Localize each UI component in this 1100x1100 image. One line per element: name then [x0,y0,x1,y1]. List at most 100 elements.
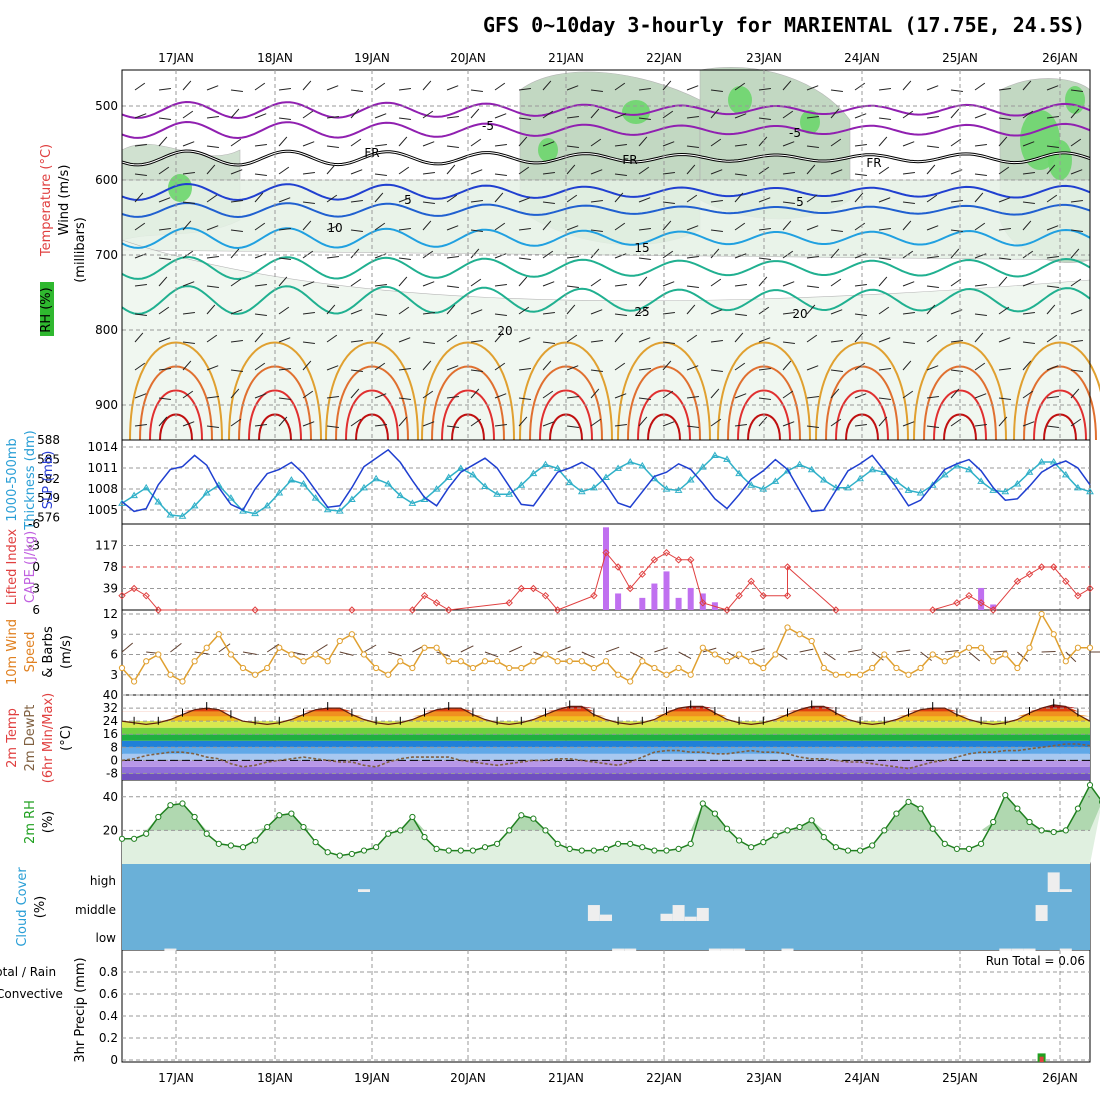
wind-barb [254,332,264,343]
thickness-point [723,455,731,462]
wind-barb [614,192,624,203]
wind-barb [374,82,386,91]
y-tick-label-slp: 1011 [87,461,118,475]
temp-warm-fill [122,704,1090,712]
thickness-point [130,491,138,499]
cloud-cover-bar [672,905,685,921]
wind-barb [422,80,432,91]
rh2m-point [506,827,513,834]
wind-barb [998,197,1011,203]
thickness-point [892,477,901,484]
thickness-point [856,474,864,482]
wind-barb [638,397,651,400]
temp-color-band [122,727,1090,735]
wind-barb [638,136,648,147]
wind-barb [206,256,219,259]
wind-speed-point [1026,644,1033,651]
wind-barb [782,172,795,175]
thickness-point [977,477,985,484]
wind-barb [1070,169,1083,175]
thickness-point [396,491,405,499]
precip-ylabel-total: Total / Rain [0,965,56,979]
wind-speed-point [179,678,186,685]
rh2m-point [711,810,719,817]
wind-speed-point [929,651,936,658]
wind-barb [1046,164,1056,175]
wind-barb [974,332,984,343]
wind-barb [902,360,912,371]
wind-barb [566,85,579,91]
wind-barb [182,172,195,175]
rh2m-point [1038,827,1045,834]
wind-barb [398,416,408,427]
thickness-point [590,483,598,491]
wind-barb [950,248,960,259]
wind-barb [854,393,867,399]
wind-barb [686,285,699,288]
wind-barb [302,341,315,344]
wind-barb [830,138,842,147]
wind-speed-point [445,658,452,665]
wind-speed-point [869,664,876,672]
li-point [759,591,768,600]
wind-barb [878,88,891,91]
thickness-point [807,465,816,473]
wind-barb [398,337,411,343]
wind-barb [1046,145,1059,148]
wind-barb [542,80,552,91]
wind-barb [1070,278,1082,287]
rh2m-point [784,827,791,834]
wind-barb [710,369,723,372]
rh2m-point [736,837,743,844]
rh2m-point [602,845,610,852]
wind-barb [662,220,672,231]
y-tick-label-thickness: 588 [37,433,60,447]
li-point [420,591,429,600]
wind-barb [902,141,915,147]
wind-speed-point [699,644,706,651]
wind-barb [446,145,459,148]
li-point [1086,584,1094,593]
wind-barb [374,313,387,316]
isotherm-line [121,201,1091,219]
wind-barb [446,225,459,231]
wind-barb [374,173,387,176]
surface-wind-barb [557,646,571,653]
wind-barb [1022,390,1034,399]
surface-wind-barb [388,651,402,657]
surface-wind-barb [339,651,354,656]
wind-barb [830,108,840,119]
thickness-point [686,476,695,483]
wind-barb [1070,89,1083,92]
surface-wind-barb [896,649,911,653]
wind-barb [326,256,339,259]
wind-barb [926,194,938,203]
run-total-label: Run Total = 0.06 [986,954,1085,968]
wind-barb [398,88,411,91]
wind-barb [878,397,891,400]
cape-ylabel-1: CAPE (J/kg) [23,531,38,603]
rh2m-point [796,823,803,831]
wind-speed-point [1062,658,1069,665]
isotherm-line [121,227,1091,250]
wind-barb [470,248,480,259]
rh2m-point [869,842,876,849]
wind-barb [806,304,816,315]
rh2m-line [122,783,1100,857]
wind-barb [1046,425,1059,428]
wind-barb [806,396,819,399]
wind-barb [374,362,386,371]
wind-barb [566,116,579,119]
wind-speed-point [336,637,343,645]
wind-barb [974,82,986,91]
thickness-line [121,454,1091,517]
li-point [1074,591,1082,600]
li-point [989,606,997,614]
wind-barb [686,365,699,371]
wind-barb [878,166,890,175]
thickness-point [287,476,296,483]
rh2m-point [832,844,840,851]
wind-barb [302,390,314,399]
wind-barb [542,220,552,231]
